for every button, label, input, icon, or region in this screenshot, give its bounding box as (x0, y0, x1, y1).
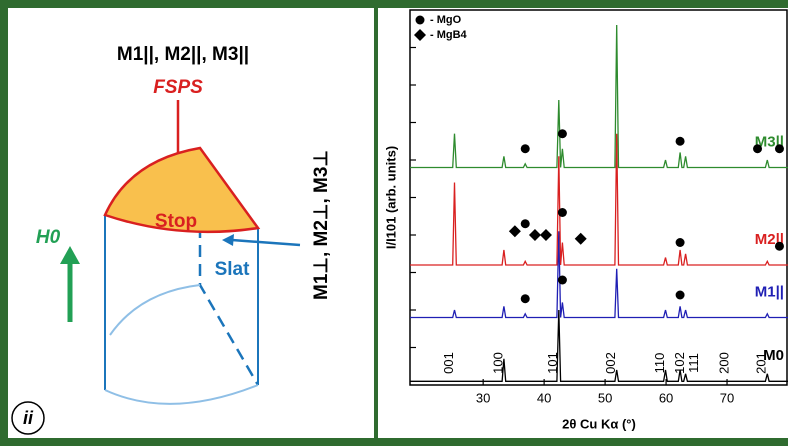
peak-index: 111 (686, 353, 701, 373)
circle-marker (676, 238, 685, 247)
circle-marker (676, 291, 685, 300)
circle-marker (753, 144, 762, 153)
circle-marker (416, 16, 425, 25)
circle-marker (558, 208, 567, 217)
figure: M1||, M2||, M3|| FSPS Stop Slat M1⊥, M2⊥… (0, 0, 788, 446)
top-label: M1||, M2||, M3|| (117, 44, 249, 65)
x-axis-label: 2θ Cu Kα (°) (562, 416, 636, 431)
top-surface-label: Stop (155, 211, 197, 232)
y-axis-label: I/I101 (arb. units) (383, 146, 398, 249)
circle-marker (558, 276, 567, 285)
peak-index: 002 (603, 352, 618, 374)
x-tick-label: 40 (537, 390, 551, 405)
circle-marker (775, 144, 784, 153)
x-tick-label: 30 (476, 390, 490, 405)
x-tick-label: 70 (720, 390, 734, 405)
side-label: M1⊥, M2⊥, M3⊥ (311, 150, 332, 300)
panel-label: ii (23, 408, 34, 428)
circle-marker (521, 219, 530, 228)
circle-marker (676, 137, 685, 146)
peak-index: 100 (490, 352, 505, 374)
circle-marker (775, 242, 784, 251)
peak-index: 001 (441, 352, 456, 374)
field-label: H0 (36, 227, 61, 248)
force-label: FSPS (153, 77, 203, 98)
series-label: M1|| (755, 283, 784, 300)
peak-index: 110 (652, 353, 667, 374)
circle-marker (558, 129, 567, 138)
x-tick-label: 60 (659, 390, 673, 405)
lateral-surface-label: Slat (215, 259, 251, 280)
peak-index: 101 (545, 352, 560, 374)
peak-index: 201 (754, 352, 769, 374)
peak-index: 200 (717, 352, 732, 374)
circle-marker (521, 144, 530, 153)
circle-marker (521, 294, 530, 303)
legend-label: - MgO (430, 14, 462, 26)
legend-label: - MgB4 (430, 29, 468, 41)
peak-index: 102 (672, 352, 687, 374)
x-tick-label: 50 (598, 390, 612, 405)
